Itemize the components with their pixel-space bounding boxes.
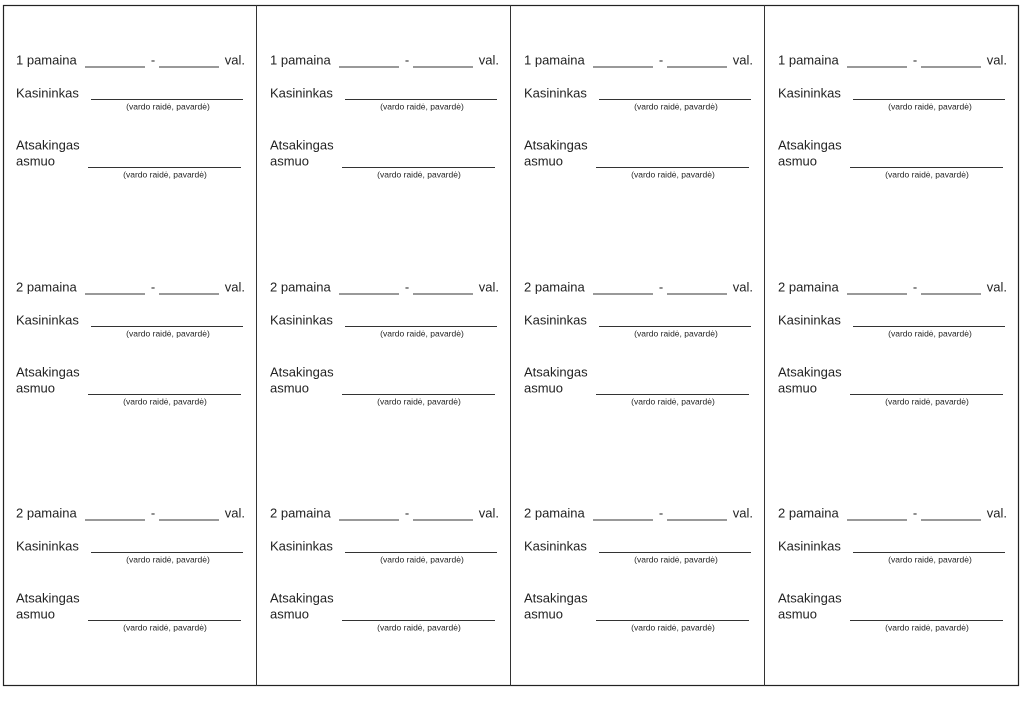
responsible-label: asmuo xyxy=(270,380,309,395)
shift-label: 2 pamaina xyxy=(524,505,585,520)
dash: - xyxy=(913,279,917,294)
hint: (vardo raidė, pavardė) xyxy=(377,622,461,632)
responsible-label: Atsakingas xyxy=(524,590,588,605)
unit-label: val. xyxy=(987,505,1007,520)
hint: (vardo raidė, pavardė) xyxy=(888,101,972,111)
cashier-label: Kasininkas xyxy=(16,312,79,327)
cashier-label: Kasininkas xyxy=(524,312,587,327)
hint: (vardo raidė, pavardė) xyxy=(888,328,972,338)
hint: (vardo raidė, pavardė) xyxy=(377,169,461,179)
unit-label: val. xyxy=(733,505,753,520)
cashier-label: Kasininkas xyxy=(16,85,79,100)
hint: (vardo raidė, pavardė) xyxy=(631,622,715,632)
dash: - xyxy=(151,279,155,294)
unit-label: val. xyxy=(479,52,499,67)
shift-label: 2 pamaina xyxy=(778,279,839,294)
hint: (vardo raidė, pavardė) xyxy=(126,328,210,338)
dash: - xyxy=(913,52,917,67)
dash: - xyxy=(659,279,663,294)
dash: - xyxy=(405,52,409,67)
responsible-label: asmuo xyxy=(16,153,55,168)
cashier-label: Kasininkas xyxy=(524,538,587,553)
responsible-label: asmuo xyxy=(524,606,563,621)
responsible-label: Atsakingas xyxy=(778,137,842,152)
responsible-label: asmuo xyxy=(778,153,817,168)
responsible-label: Atsakingas xyxy=(16,137,80,152)
responsible-label: asmuo xyxy=(270,606,309,621)
cashier-label: Kasininkas xyxy=(778,85,841,100)
responsible-label: Atsakingas xyxy=(524,137,588,152)
hint: (vardo raidė, pavardė) xyxy=(885,396,969,406)
hint: (vardo raidė, pavardė) xyxy=(634,101,718,111)
hint: (vardo raidė, pavardė) xyxy=(631,169,715,179)
shift-label: 2 pamaina xyxy=(16,279,77,294)
shift-label: 1 pamaina xyxy=(16,52,77,67)
responsible-label: Atsakingas xyxy=(270,590,334,605)
hint: (vardo raidė, pavardė) xyxy=(634,554,718,564)
dash: - xyxy=(151,52,155,67)
responsible-label: asmuo xyxy=(16,606,55,621)
cashier-label: Kasininkas xyxy=(778,538,841,553)
hint: (vardo raidė, pavardė) xyxy=(631,396,715,406)
hint: (vardo raidė, pavardė) xyxy=(885,169,969,179)
cashier-label: Kasininkas xyxy=(778,312,841,327)
responsible-label: Atsakingas xyxy=(778,590,842,605)
responsible-label: Atsakingas xyxy=(270,137,334,152)
unit-label: val. xyxy=(479,279,499,294)
dash: - xyxy=(913,505,917,520)
dash: - xyxy=(659,52,663,67)
cashier-label: Kasininkas xyxy=(270,312,333,327)
hint: (vardo raidė, pavardė) xyxy=(888,554,972,564)
responsible-label: Atsakingas xyxy=(270,364,334,379)
hint: (vardo raidė, pavardė) xyxy=(885,622,969,632)
hint: (vardo raidė, pavardė) xyxy=(380,328,464,338)
shift-label: 2 pamaina xyxy=(16,505,77,520)
shift-label: 1 pamaina xyxy=(778,52,839,67)
cashier-label: Kasininkas xyxy=(270,85,333,100)
unit-label: val. xyxy=(733,279,753,294)
responsible-label: Atsakingas xyxy=(778,364,842,379)
responsible-label: asmuo xyxy=(270,153,309,168)
dash: - xyxy=(151,505,155,520)
responsible-label: Atsakingas xyxy=(16,364,80,379)
shift-label: 2 pamaina xyxy=(778,505,839,520)
unit-label: val. xyxy=(733,52,753,67)
shift-label: 2 pamaina xyxy=(524,279,585,294)
responsible-label: asmuo xyxy=(524,380,563,395)
unit-label: val. xyxy=(987,52,1007,67)
responsible-label: Atsakingas xyxy=(524,364,588,379)
cashier-label: Kasininkas xyxy=(270,538,333,553)
cashier-label: Kasininkas xyxy=(16,538,79,553)
hint: (vardo raidė, pavardė) xyxy=(123,622,207,632)
responsible-label: Atsakingas xyxy=(16,590,80,605)
hint: (vardo raidė, pavardė) xyxy=(380,554,464,564)
hint: (vardo raidė, pavardė) xyxy=(123,396,207,406)
hint: (vardo raidė, pavardė) xyxy=(126,101,210,111)
hint: (vardo raidė, pavardė) xyxy=(126,554,210,564)
unit-label: val. xyxy=(225,279,245,294)
unit-label: val. xyxy=(225,52,245,67)
unit-label: val. xyxy=(479,505,499,520)
hint: (vardo raidė, pavardė) xyxy=(123,169,207,179)
shift-label: 2 pamaina xyxy=(270,279,331,294)
hint: (vardo raidė, pavardė) xyxy=(634,328,718,338)
responsible-label: asmuo xyxy=(524,153,563,168)
responsible-label: asmuo xyxy=(778,606,817,621)
dash: - xyxy=(405,505,409,520)
unit-label: val. xyxy=(987,279,1007,294)
dash: - xyxy=(405,279,409,294)
responsible-label: asmuo xyxy=(778,380,817,395)
responsible-label: asmuo xyxy=(16,380,55,395)
cashier-label: Kasininkas xyxy=(524,85,587,100)
shift-label: 2 pamaina xyxy=(270,505,331,520)
shift-label: 1 pamaina xyxy=(270,52,331,67)
hint: (vardo raidė, pavardė) xyxy=(380,101,464,111)
hint: (vardo raidė, pavardė) xyxy=(377,396,461,406)
dash: - xyxy=(659,505,663,520)
unit-label: val. xyxy=(225,505,245,520)
shift-label: 1 pamaina xyxy=(524,52,585,67)
